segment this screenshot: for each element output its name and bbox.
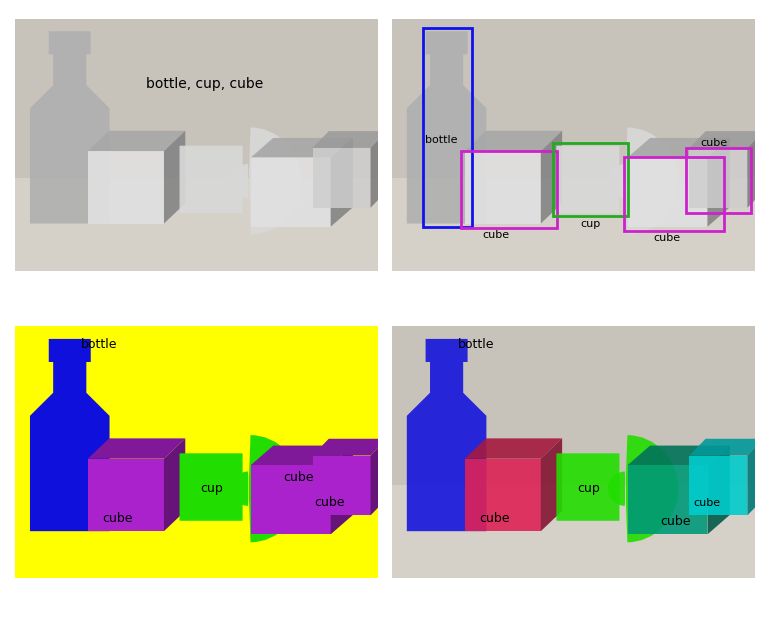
Text: cup: cup bbox=[200, 482, 223, 494]
Polygon shape bbox=[465, 131, 562, 151]
Polygon shape bbox=[689, 439, 764, 455]
Bar bbox=[392, 177, 755, 271]
Polygon shape bbox=[370, 131, 387, 208]
Polygon shape bbox=[748, 131, 764, 208]
Text: cube: cube bbox=[102, 512, 133, 525]
Bar bbox=[392, 19, 755, 177]
Polygon shape bbox=[407, 339, 487, 531]
Polygon shape bbox=[689, 148, 748, 208]
Polygon shape bbox=[30, 339, 109, 531]
Polygon shape bbox=[251, 138, 353, 157]
Polygon shape bbox=[748, 439, 764, 516]
Text: cube: cube bbox=[700, 138, 728, 148]
Polygon shape bbox=[465, 439, 562, 458]
Text: bottle: bottle bbox=[457, 338, 494, 351]
Polygon shape bbox=[330, 445, 353, 534]
Text: cube: cube bbox=[653, 233, 680, 243]
Polygon shape bbox=[689, 131, 764, 148]
Polygon shape bbox=[465, 151, 541, 223]
Polygon shape bbox=[628, 157, 708, 226]
Bar bbox=[686, 148, 751, 213]
Bar bbox=[423, 28, 472, 226]
Polygon shape bbox=[313, 455, 370, 516]
Polygon shape bbox=[313, 439, 387, 455]
Text: bottle: bottle bbox=[81, 338, 117, 351]
Polygon shape bbox=[465, 458, 541, 531]
Polygon shape bbox=[708, 445, 730, 534]
Polygon shape bbox=[628, 445, 730, 465]
Text: cup: cup bbox=[581, 219, 601, 229]
Polygon shape bbox=[30, 31, 109, 223]
FancyBboxPatch shape bbox=[557, 453, 619, 521]
Text: cube: cube bbox=[283, 471, 314, 484]
Polygon shape bbox=[541, 131, 562, 223]
Bar bbox=[461, 151, 557, 228]
Polygon shape bbox=[88, 458, 164, 531]
Polygon shape bbox=[313, 148, 370, 208]
Polygon shape bbox=[251, 445, 353, 465]
Text: cube: cube bbox=[483, 230, 510, 239]
Polygon shape bbox=[164, 131, 186, 223]
Bar bbox=[392, 327, 755, 485]
Polygon shape bbox=[370, 439, 387, 516]
Bar bbox=[554, 143, 628, 216]
FancyBboxPatch shape bbox=[179, 453, 243, 521]
Polygon shape bbox=[88, 151, 164, 223]
Polygon shape bbox=[251, 157, 330, 226]
Polygon shape bbox=[541, 439, 562, 531]
Polygon shape bbox=[88, 131, 186, 151]
Polygon shape bbox=[628, 138, 730, 157]
Bar bbox=[15, 19, 378, 177]
Bar bbox=[392, 485, 755, 578]
Text: cube: cube bbox=[479, 512, 510, 525]
Polygon shape bbox=[88, 439, 186, 458]
FancyBboxPatch shape bbox=[557, 146, 619, 213]
Polygon shape bbox=[407, 31, 487, 223]
Text: cup: cup bbox=[577, 482, 600, 494]
Polygon shape bbox=[251, 465, 330, 534]
Text: cube: cube bbox=[314, 496, 345, 509]
Bar bbox=[624, 157, 724, 231]
Polygon shape bbox=[708, 138, 730, 226]
Polygon shape bbox=[313, 131, 387, 148]
Polygon shape bbox=[330, 138, 353, 226]
Text: bottle: bottle bbox=[425, 135, 457, 145]
Text: cube: cube bbox=[693, 498, 720, 508]
Bar bbox=[15, 177, 378, 271]
Polygon shape bbox=[164, 439, 186, 531]
FancyBboxPatch shape bbox=[179, 146, 243, 213]
Text: bottle, cup, cube: bottle, cup, cube bbox=[146, 77, 263, 91]
Text: cube: cube bbox=[661, 515, 691, 528]
Polygon shape bbox=[689, 455, 748, 516]
Polygon shape bbox=[628, 465, 708, 534]
